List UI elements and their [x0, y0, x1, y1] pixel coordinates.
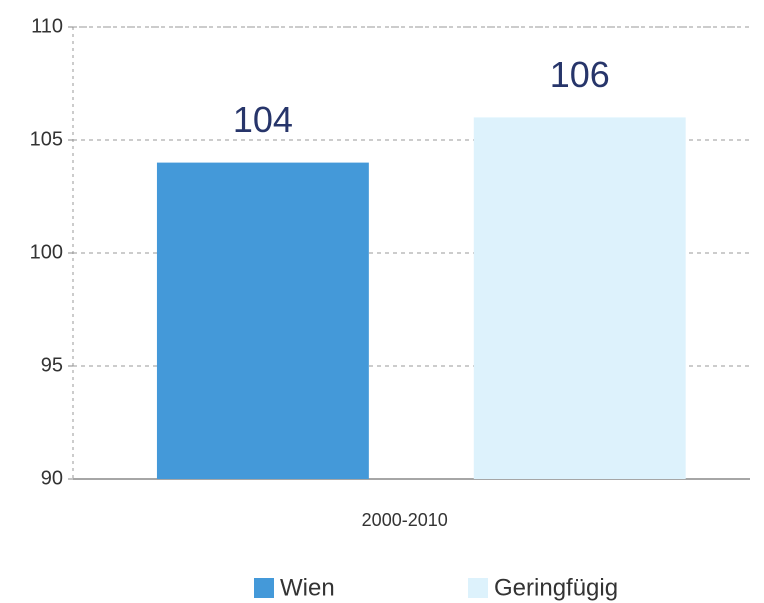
bar — [156, 162, 369, 479]
value-label: 104 — [233, 99, 293, 140]
legend-swatch — [254, 578, 274, 598]
bar — [473, 117, 686, 480]
y-tick-label: 110 — [31, 15, 63, 37]
y-tick-label: 100 — [30, 241, 63, 263]
legend-swatch — [468, 578, 488, 598]
legend-label: Geringfügig — [494, 574, 618, 601]
value-label: 106 — [550, 54, 610, 95]
y-tick-label: 105 — [30, 128, 63, 150]
y-tick-label: 95 — [41, 354, 63, 376]
y-tick-label: 90 — [41, 467, 63, 489]
legend-label: Wien — [280, 574, 335, 601]
x-tick-label: 2000-2010 — [362, 510, 448, 530]
